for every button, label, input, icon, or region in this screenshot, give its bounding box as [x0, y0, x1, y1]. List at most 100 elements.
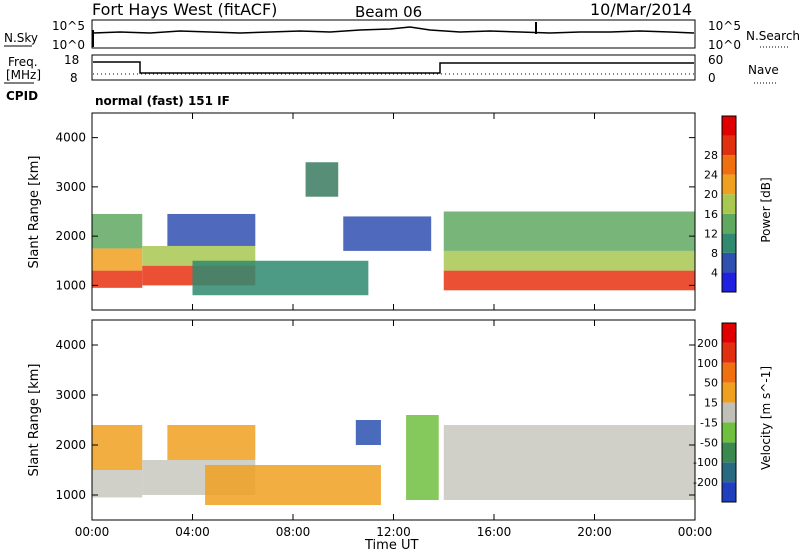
power-colorbar-segment-4 — [722, 194, 736, 214]
freq-label-1: Freq. — [8, 55, 38, 69]
power-band-8 — [343, 216, 432, 251]
velocity-colorbar-segment-6 — [722, 362, 736, 383]
x-tick-label-1: 04:00 — [175, 525, 210, 539]
velocity-colorbar: 200 100 50 15 -15 -50 -100 -200 — [693, 322, 737, 503]
velocity-band-6 — [406, 415, 439, 500]
velocity-band-0 — [92, 470, 143, 498]
x-axis-label: Time UT — [364, 538, 418, 553]
power-colorbar-segment-0 — [722, 272, 736, 292]
x-tick-label-4: 16:00 — [477, 525, 512, 539]
power-band-10 — [443, 250, 695, 271]
velocity-colorbar-label: Velocity [m s^-1] — [759, 366, 773, 470]
nave-tick-top: 60 — [708, 53, 723, 67]
freq-trace — [93, 61, 694, 74]
power-colorbar-tick-2: 12 — [704, 227, 718, 240]
velocity-colorbar-tick-0: 200 — [697, 337, 718, 350]
velocity-band-3 — [167, 425, 256, 460]
velocity-ytick-label-3: 4000 — [55, 338, 86, 352]
power-ytick-label-2: 3000 — [55, 180, 86, 194]
velocity-y-ticks: 1000 2000 3000 4000 — [55, 338, 695, 502]
velocity-colorbar-segment-2 — [722, 442, 736, 463]
power-colorbar-segment-1 — [722, 252, 736, 273]
power-colorbar-tick-3: 16 — [704, 208, 718, 221]
nsearch-tick-top: 10^5 — [708, 19, 741, 33]
power-data-marks — [92, 162, 695, 296]
velocity-colorbar-tick-3: 15 — [704, 397, 718, 410]
velocity-colorbar-tick-5: -50 — [700, 436, 718, 449]
velocity-colorbar-tick-6: -100 — [693, 456, 718, 469]
nsky-panel: N.Sky 10^5 10^0 10^5 10^0 N.Search — [4, 19, 800, 52]
velocity-colorbar-segment-5 — [722, 382, 736, 403]
velocity-ytick-label-0: 1000 — [55, 488, 86, 502]
power-colorbar-tick-1: 8 — [711, 247, 718, 260]
x-tick-label-6: 00:00 — [678, 525, 713, 539]
nave-tick-bottom: 0 — [708, 71, 716, 85]
freq-panel: Freq. [MHz] 18 8 60 0 Nave — [4, 53, 779, 85]
velocity-band-8 — [443, 425, 695, 465]
nsky-tick-bottom: 10^0 — [52, 38, 85, 52]
power-colorbar: 4 8 12 16 20 24 28 — [704, 115, 737, 293]
velocity-colorbar-segment-8 — [722, 323, 736, 343]
power-band-6 — [192, 260, 369, 296]
power-colorbar-segment-2 — [722, 233, 736, 253]
power-ytick-label-3: 4000 — [55, 131, 86, 145]
x-tick-label-3: 12:00 — [376, 525, 411, 539]
velocity-colorbar-segment-0 — [722, 482, 736, 502]
power-band-1 — [92, 248, 143, 271]
velocity-colorbar-tick-7: -200 — [693, 476, 718, 489]
power-ytick-label-0: 1000 — [55, 278, 86, 292]
velocity-colorbar-segment-4 — [722, 402, 736, 423]
velocity-data-marks — [92, 415, 695, 505]
cpid-label: CPID — [6, 89, 38, 103]
velocity-band-7 — [443, 465, 695, 500]
nsky-label: N.Sky — [4, 31, 38, 45]
power-colorbar-segment-6 — [722, 155, 736, 175]
power-band-5 — [167, 213, 256, 246]
velocity-colorbar-tick-1: 100 — [697, 357, 718, 370]
freq-tick-top: 18 — [64, 53, 79, 67]
x-axis-ticks: 00:00 04:00 08:00 12:00 16:00 20:00 00:00 — [75, 113, 713, 539]
x-tick-label-0: 00:00 — [75, 525, 110, 539]
freq-tick-bottom: 8 — [70, 71, 78, 85]
power-colorbar-segment-3 — [722, 213, 736, 234]
x-tick-label-2: 08:00 — [276, 525, 311, 539]
velocity-colorbar-tick-4: -15 — [700, 416, 718, 429]
nsky-trace — [92, 26, 695, 34]
power-band-2 — [92, 213, 143, 249]
velocity-ytick-label-2: 3000 — [55, 388, 86, 402]
power-colorbar-tick-4: 20 — [704, 188, 718, 201]
velocity-colorbar-segment-7 — [722, 342, 736, 363]
power-colorbar-segment-5 — [722, 174, 736, 195]
velocity-colorbar-segment-1 — [722, 462, 736, 483]
velocity-ylabel: Slant Range [km] — [27, 364, 42, 477]
nsearch-label: N.Search — [746, 29, 800, 43]
power-y-ticks: 1000 2000 3000 4000 — [55, 131, 695, 292]
power-colorbar-frame — [721, 115, 737, 293]
power-band-9 — [443, 270, 695, 291]
power-colorbar-tick-6: 28 — [704, 149, 718, 162]
radar-title: Fort Hays West (fitACF) — [92, 0, 277, 19]
power-band-0 — [92, 270, 143, 288]
cpid-mode: normal (fast) 151 IF — [95, 94, 230, 108]
power-colorbar-label: Power [dB] — [759, 177, 773, 242]
freq-label-2: [MHz] — [6, 68, 41, 82]
velocity-band-4 — [205, 465, 381, 505]
power-colorbar-tick-5: 24 — [704, 169, 718, 182]
velocity-band-5 — [355, 420, 381, 445]
power-colorbar-segment-8 — [722, 116, 736, 136]
nave-label: Nave — [748, 63, 779, 77]
power-colorbar-segment-7 — [722, 135, 736, 156]
nsky-tick-top: 10^5 — [52, 19, 85, 33]
beam-title: Beam 06 — [355, 3, 422, 21]
nsearch-tick-bottom: 10^0 — [708, 38, 741, 52]
velocity-band-1 — [92, 425, 143, 470]
power-band-11 — [443, 211, 695, 251]
velocity-ytick-label-1: 2000 — [55, 438, 86, 452]
velocity-colorbar-tick-2: 50 — [704, 377, 718, 390]
velocity-colorbar-frame — [721, 322, 737, 503]
power-colorbar-tick-0: 4 — [711, 266, 718, 279]
power-band-7 — [305, 162, 339, 197]
x-tick-label-5: 20:00 — [577, 525, 612, 539]
